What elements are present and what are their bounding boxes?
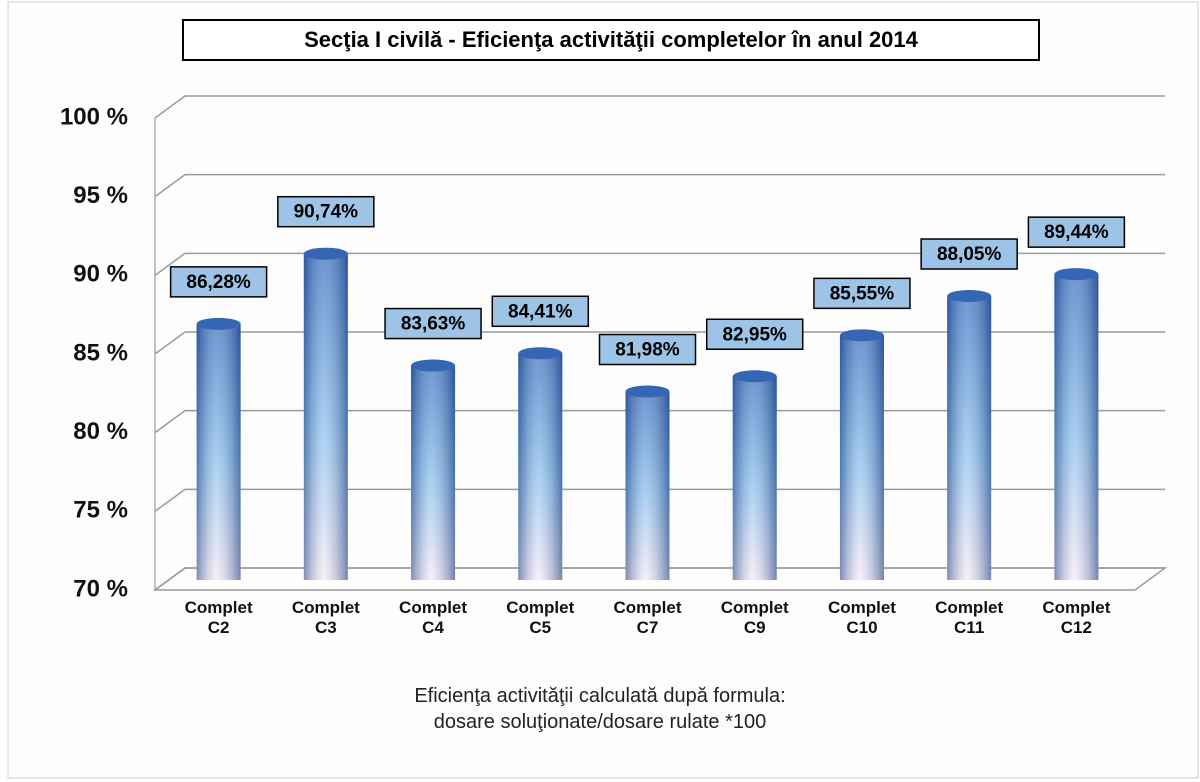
- bar-cap: [947, 290, 992, 303]
- x-tick-label: Complet C3: [291, 598, 360, 637]
- bar-shade: [303, 253, 348, 580]
- annotation: dosare soluţionate/dosare rulate *100: [433, 711, 767, 733]
- value-label: 85,55%: [830, 283, 895, 304]
- value-label-box: [1027, 216, 1126, 248]
- x-tick-label: Complet C4: [399, 598, 468, 637]
- bar-shade: [518, 353, 563, 580]
- grid-line: [154, 252, 1165, 276]
- value-label: 86,28%: [186, 272, 251, 293]
- x-tick-label: Complet C5: [506, 598, 575, 637]
- bar-cap: [1054, 268, 1099, 281]
- x-tick-label: Complet C11: [935, 598, 1004, 637]
- bar-cap: [518, 347, 563, 360]
- x-tick-label: Complet C12: [1042, 598, 1111, 637]
- title-box: [182, 19, 1040, 61]
- value-label-box: [277, 195, 375, 228]
- x-tick-label: Complet C2: [184, 598, 253, 637]
- value-label: 89,44%: [1044, 222, 1109, 243]
- value-label: 83,63%: [401, 314, 466, 335]
- value-label: 81,98%: [615, 340, 680, 361]
- bar-shade: [411, 365, 456, 580]
- bar-shade: [1054, 274, 1099, 580]
- y-tick-label: 90 %: [73, 261, 128, 288]
- grid-line: [154, 331, 1165, 355]
- bar-cap: [732, 370, 777, 383]
- bar-cap: [625, 385, 670, 398]
- value-label-box: [920, 238, 1018, 270]
- annotation: Eficienţa activităţii calculată după for…: [414, 685, 786, 707]
- grid-line: [154, 488, 1165, 512]
- grid-line: [154, 95, 1165, 119]
- bar-cap: [196, 317, 241, 330]
- bar-shade: [947, 296, 992, 580]
- bar-shade: [625, 391, 670, 580]
- y-tick-label: 70 %: [73, 575, 128, 602]
- value-label-box: [813, 277, 911, 310]
- y-tick-label: 80 %: [73, 418, 128, 445]
- value-label-box: [384, 307, 482, 340]
- bar-shade: [839, 335, 884, 580]
- x-tick-label: Complet C10: [827, 598, 896, 637]
- value-label-box: [169, 266, 268, 298]
- grid-line: [154, 173, 1165, 198]
- value-label-box: [598, 333, 697, 366]
- bar-shade: [732, 376, 777, 580]
- value-label: 82,95%: [722, 324, 787, 345]
- value-label-box: [491, 295, 590, 328]
- x-tick-label: Complet C7: [613, 598, 682, 637]
- chart-title: Secţia I civilă - Eficienţa activităţii …: [304, 27, 919, 52]
- value-label: 90,74%: [294, 202, 359, 223]
- y-tick-label: 100 %: [60, 103, 128, 130]
- bar-shade: [196, 323, 241, 580]
- x-tick-label: Complet C9: [720, 598, 789, 637]
- value-label: 84,41%: [508, 301, 573, 322]
- floor: [152, 567, 1168, 591]
- y-tick-label: 85 %: [73, 339, 128, 366]
- bar-cap: [303, 247, 348, 260]
- y-tick-label: 95 %: [73, 182, 128, 209]
- frame: [7, 1, 1199, 779]
- y-tick-label: 75 %: [73, 497, 128, 524]
- bar-cap: [411, 359, 456, 372]
- bar-cap: [839, 329, 884, 342]
- value-label: 88,05%: [937, 244, 1002, 265]
- value-label-box: [705, 318, 804, 351]
- grid-line: [154, 409, 1165, 434]
